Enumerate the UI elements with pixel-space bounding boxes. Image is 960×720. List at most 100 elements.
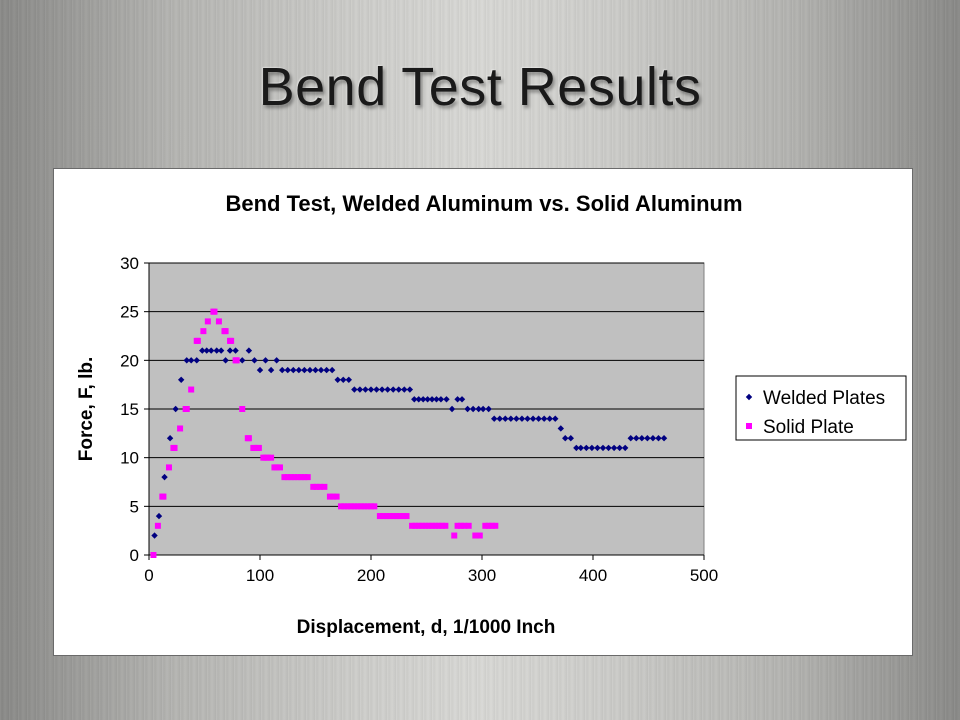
- data-point: [316, 483, 323, 490]
- x-tick-label: 200: [357, 566, 385, 585]
- data-point: [415, 522, 422, 529]
- data-point: [380, 513, 387, 520]
- data-point: [485, 522, 492, 529]
- data-point: [465, 522, 472, 529]
- data-point: [448, 405, 456, 413]
- data-point: [217, 347, 225, 354]
- data-point: [660, 435, 668, 442]
- data-point: [165, 464, 172, 471]
- data-point: [317, 366, 325, 374]
- data-point: [401, 386, 408, 393]
- data-point: [469, 405, 477, 413]
- data-point: [367, 386, 375, 393]
- data-point: [605, 444, 612, 452]
- y-tick-label: 25: [120, 303, 139, 322]
- y-tick-label: 10: [120, 449, 139, 468]
- data-point: [154, 522, 161, 529]
- data-point: [354, 503, 361, 510]
- data-point: [245, 435, 252, 442]
- data-point: [419, 396, 427, 403]
- data-point: [644, 435, 651, 442]
- series-solid-plate: [150, 308, 499, 558]
- data-point: [348, 503, 355, 510]
- data-point: [203, 347, 210, 354]
- data-point: [340, 376, 347, 383]
- x-axis-label: Displacement, d, 1/1000 Inch: [297, 617, 556, 638]
- data-point: [213, 347, 220, 354]
- data-point: [393, 513, 400, 520]
- data-point: [400, 513, 407, 520]
- data-point: [323, 366, 330, 374]
- data-point: [256, 366, 264, 374]
- data-point: [183, 406, 190, 412]
- data-point: [454, 522, 461, 529]
- data-point: [368, 503, 374, 510]
- data-point: [583, 444, 590, 452]
- data-point: [310, 483, 317, 490]
- data-point: [507, 415, 515, 422]
- data-point: [306, 366, 314, 374]
- data-point: [264, 454, 271, 461]
- data-point: [150, 552, 157, 558]
- data-point: [177, 425, 184, 432]
- data-point: [313, 483, 320, 490]
- legend-marker: [745, 393, 753, 401]
- data-point: [451, 532, 458, 539]
- data-point: [239, 357, 246, 364]
- data-point: [228, 337, 235, 344]
- data-point: [166, 435, 174, 442]
- data-point: [529, 415, 537, 422]
- data-point: [288, 474, 295, 481]
- x-tick-label: 0: [144, 566, 153, 585]
- data-point: [281, 474, 288, 481]
- data-point: [333, 493, 340, 500]
- y-axis-label: Force, F, lb.: [76, 357, 97, 462]
- slide-title: Bend Test Results: [258, 57, 702, 117]
- data-point: [472, 532, 479, 539]
- data-point: [633, 435, 640, 442]
- x-tick-label: 100: [246, 566, 274, 585]
- data-point: [160, 493, 167, 500]
- data-point: [638, 435, 646, 442]
- data-point: [412, 522, 419, 529]
- y-tick-label: 5: [130, 497, 139, 516]
- data-point: [239, 406, 246, 412]
- data-point: [207, 347, 215, 354]
- data-point: [577, 444, 584, 452]
- data-point: [330, 493, 337, 500]
- data-point: [298, 474, 305, 481]
- y-tick-label: 20: [120, 351, 139, 370]
- data-point: [200, 328, 207, 335]
- data-point: [294, 474, 301, 481]
- data-point: [301, 474, 308, 481]
- data-point: [351, 386, 358, 393]
- data-point: [439, 522, 446, 529]
- data-point: [273, 464, 280, 471]
- x-axis-ticks: 0 100 200 300 400 500: [144, 555, 718, 585]
- legend-marker: [746, 423, 752, 429]
- data-point: [304, 474, 311, 481]
- data-point: [419, 522, 426, 529]
- data-point: [599, 444, 607, 452]
- data-point: [326, 493, 333, 500]
- data-point: [422, 522, 429, 529]
- data-point: [268, 454, 275, 461]
- data-point: [552, 415, 559, 422]
- data-point: [492, 522, 499, 529]
- data-point: [458, 396, 466, 403]
- data-point: [211, 308, 218, 315]
- data-point: [371, 503, 378, 510]
- data-point: [183, 357, 190, 364]
- data-point: [284, 366, 291, 374]
- data-point: [476, 532, 483, 539]
- data-point: [406, 386, 414, 393]
- data-point: [383, 513, 390, 520]
- data-point: [373, 386, 380, 393]
- y-tick-label: 30: [120, 254, 139, 273]
- data-point: [232, 347, 239, 354]
- x-tick-label: 300: [468, 566, 496, 585]
- series-welded-plates: [151, 347, 668, 539]
- data-point: [284, 474, 291, 481]
- data-point: [454, 396, 461, 403]
- data-point: [475, 405, 482, 413]
